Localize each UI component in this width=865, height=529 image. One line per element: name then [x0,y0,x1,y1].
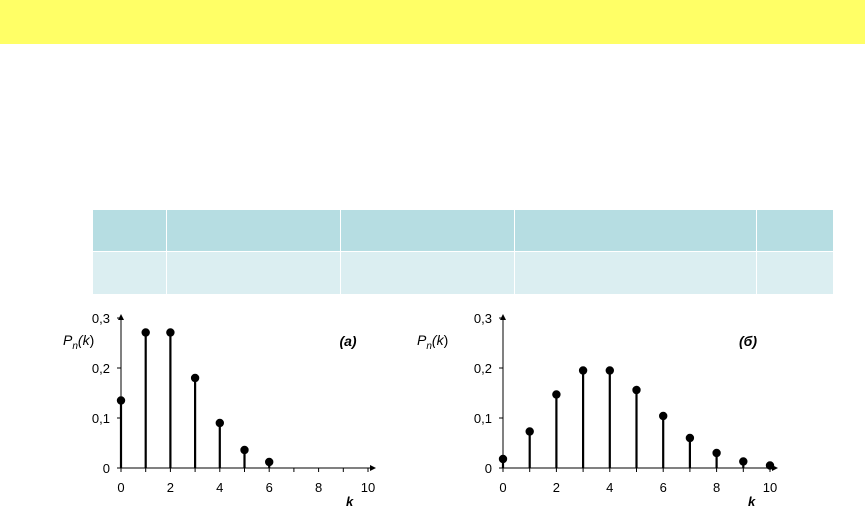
y-tick-label: 0,3 [474,311,492,326]
empty-table [93,210,833,295]
data-point [632,385,641,395]
y-axis-label: Pn(k) [417,332,448,352]
x-tick-label: 0 [499,480,506,495]
panel-label: (б) [739,333,757,349]
data-point [685,433,695,443]
table-cell [757,252,833,295]
table-cell [167,210,341,252]
top-banner [0,0,865,44]
x-axis-label: k [346,494,354,509]
y-tick-label: 0,1 [474,411,492,426]
x-axis-arrow [370,465,376,471]
y-tick-label: 0 [103,461,110,476]
data-point [498,454,508,464]
data-point [215,418,224,428]
data-point [166,328,175,337]
x-tick-label: 2 [553,480,560,495]
data-point [116,396,126,405]
y-tick-label: 0,3 [92,311,110,326]
x-tick-label: 4 [216,480,223,495]
x-tick-label: 0 [117,480,124,495]
data-point [265,457,274,467]
data-point [525,427,534,436]
data-point [578,366,588,375]
x-tick-label: 2 [167,480,174,495]
table-cell [93,252,167,295]
y-axis-label: Pn(k) [63,332,94,352]
x-tick-label: 10 [763,480,777,495]
data-point [552,390,561,399]
x-tick-label: 6 [660,480,667,495]
x-axis-label: k [748,494,756,509]
y-axis-arrow [118,314,124,320]
data-point [659,411,668,421]
data-point [765,461,775,470]
data-point [240,445,249,455]
data-point [739,457,748,466]
y-tick-label: 0,1 [92,411,110,426]
data-point [141,328,150,337]
x-tick-label: 4 [606,480,613,495]
y-tick-label: 0 [485,461,492,476]
panel-label: (а) [339,333,356,349]
table-cell [167,252,341,295]
data-point [190,373,200,383]
y-axis-arrow [500,314,506,320]
y-tick-label: 0,2 [92,361,110,376]
data-point [712,448,721,458]
table-cell [341,252,515,295]
table-cell [515,252,757,295]
x-tick-label: 8 [315,480,322,495]
y-tick-label: 0,2 [474,361,492,376]
x-tick-label: 10 [361,480,375,495]
table-cell [515,210,757,252]
x-tick-label: 8 [713,480,720,495]
data-point [605,366,614,375]
x-tick-label: 6 [266,480,273,495]
table-cell [757,210,833,252]
table-cell [93,210,167,252]
table-cell [341,210,515,252]
